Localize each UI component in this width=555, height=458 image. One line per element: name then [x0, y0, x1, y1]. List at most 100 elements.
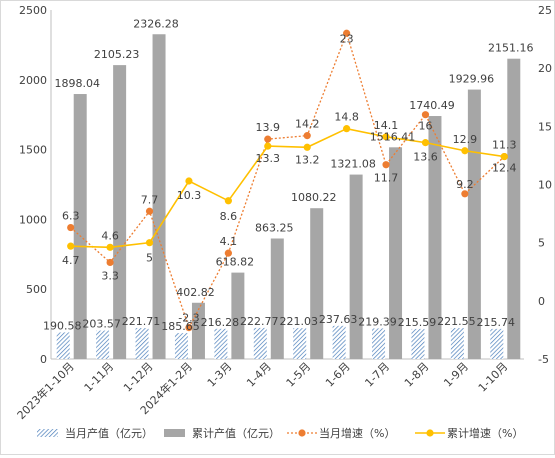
monthly-output-bar — [372, 328, 386, 359]
monthly-output-bar — [332, 325, 346, 359]
monthly-output-bar — [96, 330, 110, 359]
right-axis-tick-label: 20 — [538, 62, 552, 75]
cumulative-output-label: 1321.08 — [330, 158, 376, 171]
monthly-growth-marker — [421, 111, 430, 119]
x-axis-tick-label: 1-12月 — [121, 360, 156, 395]
monthly-growth-label: 3.3 — [101, 269, 119, 282]
legend-label: 累计产值（亿元） — [192, 426, 280, 440]
monthly-growth-marker — [67, 223, 75, 232]
monthly-output-bar — [450, 328, 464, 359]
cumulative-growth-marker — [264, 142, 272, 150]
cumulative-growth-label: 14.1 — [374, 119, 399, 132]
x-axis-tick-label: 1-10月 — [476, 360, 511, 395]
cumulative-output-label: 618.82 — [216, 256, 255, 269]
monthly-output-label: 203.57 — [82, 318, 121, 331]
monthly-growth-label: -2.3 — [178, 312, 199, 325]
cumulative-output-bar — [73, 94, 87, 359]
monthly-growth-marker — [145, 207, 154, 215]
monthly-output-bar — [174, 333, 188, 359]
cumulative-output-bar — [467, 89, 481, 360]
right-axis-tick-label: 25 — [538, 4, 552, 17]
lines-layer — [67, 29, 508, 332]
x-axis-tick-label: 1-4月 — [244, 360, 274, 390]
monthly-output-label: 219.39 — [358, 315, 397, 328]
cumulative-output-label: 2105.23 — [94, 48, 140, 61]
legend-swatch-monthly-growth-marker — [298, 429, 306, 437]
monthly-output-bar — [411, 328, 425, 359]
cumulative-output-bar — [270, 238, 284, 359]
cumulative-output-bar — [113, 65, 127, 359]
cumulative-output-label: 1080.22 — [291, 191, 337, 204]
cumulative-output-bar — [349, 174, 363, 359]
monthly-growth-marker — [264, 135, 272, 143]
cumulative-growth-label: 13.6 — [413, 151, 438, 164]
cumulative-growth-marker — [303, 143, 311, 151]
monthly-output-bar — [214, 328, 228, 359]
right-axis-tick-label: 5 — [538, 237, 545, 250]
cumulative-output-label: 1740.49 — [409, 99, 455, 112]
monthly-output-label: 185.65 — [161, 320, 200, 333]
monthly-growth-line — [70, 31, 505, 330]
monthly-growth-marker — [185, 323, 193, 332]
monthly-growth-label: 9.2 — [456, 178, 474, 191]
monthly-output-bar — [490, 328, 504, 359]
left-axis-tick-label: 1000 — [19, 213, 47, 226]
cumulative-output-label: 863.25 — [255, 221, 294, 234]
cumulative-growth-label: 11.3 — [492, 139, 517, 152]
cumulative-growth-label: 4.7 — [62, 254, 80, 267]
cumulative-output-bar — [310, 208, 324, 359]
bars-layer — [56, 34, 521, 360]
x-axis-tick-label: 1-8月 — [402, 360, 432, 390]
monthly-growth-label: 14.2 — [295, 118, 320, 131]
monthly-output-label: 221.03 — [279, 315, 318, 328]
x-axis-tick-label: 1-5月 — [284, 360, 314, 390]
monthly-output-label: 190.58 — [43, 319, 82, 332]
monthly-output-label: 215.59 — [398, 316, 437, 329]
legend-label: 当月增速（%） — [319, 426, 395, 440]
monthly-growth-marker — [303, 132, 311, 140]
x-axis-tick-label: 1-11月 — [82, 360, 117, 395]
cumulative-growth-label: 5 — [146, 252, 153, 265]
cumulative-growth-marker — [500, 152, 508, 161]
monthly-growth-label: 16 — [418, 120, 432, 133]
right-axis-tick-label: 10 — [538, 179, 552, 192]
cumulative-growth-label: 12.9 — [453, 133, 478, 146]
legend-label: 当月产值（亿元） — [65, 426, 153, 440]
cumulative-growth-line — [70, 127, 505, 249]
cumulative-growth-label: 8.6 — [220, 210, 238, 223]
monthly-growth-label: 4.1 — [220, 235, 238, 248]
cumulative-growth-marker — [224, 197, 232, 205]
monthly-growth-marker — [106, 258, 114, 267]
left-axis-tick-label: 0 — [40, 353, 47, 366]
cumulative-output-bar — [428, 116, 442, 360]
monthly-output-label: 237.63 — [319, 313, 358, 326]
cumulative-output-label: 402.82 — [176, 286, 215, 299]
cumulative-output-bar — [389, 147, 403, 359]
cumulative-growth-label: 10.3 — [177, 189, 202, 202]
cumulative-growth-label: 4.6 — [101, 229, 119, 242]
monthly-output-label: 221.71 — [122, 315, 161, 328]
right-axis-tick-label: -5 — [538, 353, 549, 366]
cumulative-growth-label: 14.8 — [334, 111, 359, 124]
left-axis-tick-label: 2000 — [19, 74, 47, 87]
cumulative-growth-marker — [461, 147, 469, 155]
monthly-output-bar — [135, 328, 149, 359]
legend-swatch-monthly-output — [37, 429, 58, 437]
x-axis-tick-label: 1-6月 — [323, 360, 353, 390]
monthly-growth-marker — [224, 249, 232, 257]
x-axis-tick-label: 2023年1-10月 — [14, 359, 77, 422]
cumulative-output-label: 2326.28 — [133, 17, 179, 30]
monthly-growth-marker — [461, 190, 469, 198]
cumulative-growth-marker — [382, 133, 390, 141]
monthly-growth-label: 6.3 — [62, 210, 80, 223]
legend: 当月产值（亿元） 累计产值（亿元） 当月增速（%） 累计增速（%） — [37, 426, 523, 440]
left-axis-tick-label: 2500 — [19, 4, 47, 17]
monthly-growth-label: 12.4 — [492, 162, 517, 175]
right-axis-tick-label: 0 — [538, 295, 545, 308]
cumulative-growth-marker — [185, 177, 193, 185]
monthly-growth-marker — [343, 29, 351, 37]
monthly-growth-marker — [382, 161, 390, 169]
legend-swatch-cumulative-growth-marker — [426, 429, 434, 437]
cumulative-output-label: 1898.04 — [54, 77, 100, 90]
